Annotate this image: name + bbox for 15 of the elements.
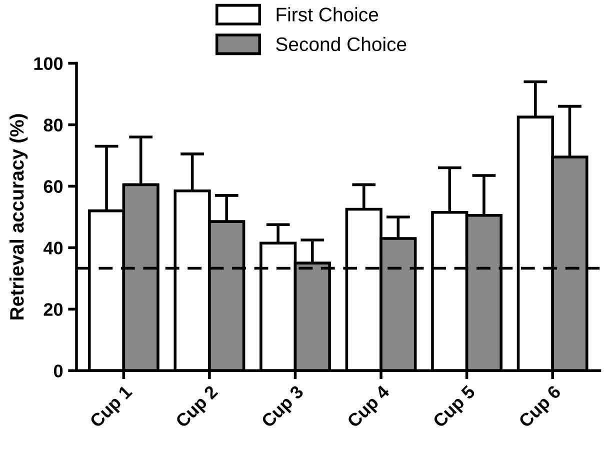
- x-tick-label: Cup 6: [518, 384, 564, 431]
- x-tick-label: Cup 1: [89, 384, 136, 431]
- y-tick-label: 100: [34, 57, 63, 70]
- y-tick-label: 40: [44, 242, 63, 254]
- legend-label: Second Choice: [276, 36, 406, 52]
- y-tick-label: 60: [44, 180, 63, 193]
- y-tick-label: 0: [54, 364, 63, 378]
- x-tick-label: Cup 3: [260, 384, 307, 431]
- x-tick-label: Cup 2: [174, 384, 221, 431]
- y-tick-label: 20: [44, 303, 63, 316]
- y-tick-label: 80: [44, 118, 63, 132]
- x-tick-label: Cup 4: [346, 384, 393, 431]
- x-tick-label: Cup 5: [432, 384, 478, 431]
- y-axis-title: Retrieval accuracy (%): [10, 114, 28, 320]
- legend-label: First Choice: [276, 7, 378, 22]
